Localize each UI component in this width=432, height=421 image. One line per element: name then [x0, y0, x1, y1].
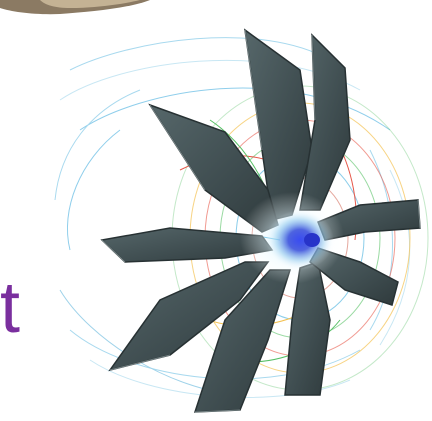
impeller-hub: [240, 192, 344, 284]
blade-highlights: [101, 29, 421, 413]
cropped-photo-corner: [0, 0, 150, 15]
cropped-title-fragment: t: [0, 268, 21, 348]
